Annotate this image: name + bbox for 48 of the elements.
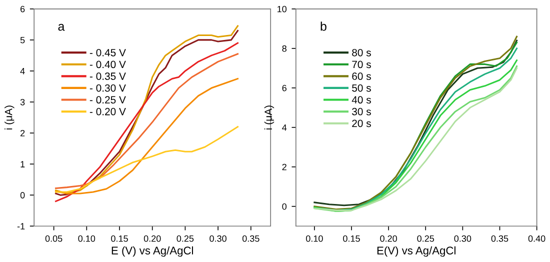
y-tick-label: 2 [20, 130, 25, 136]
x-tick-label: 0.20 [380, 235, 397, 242]
x-tick-label: 0.10 [306, 235, 323, 242]
x-tick-label: 0.05 [45, 235, 62, 242]
y-tick-label: 10 [278, 6, 287, 12]
legend-label: 20 s [352, 120, 371, 128]
y-tick-label: 0 [20, 192, 25, 198]
y-tick-label: 5 [20, 36, 25, 44]
y-tick-label: 4 [282, 124, 287, 131]
y-tick-label: 4 [20, 68, 25, 74]
legend-label: - 0.40 V [90, 60, 126, 68]
legend-label: 70 s [352, 60, 371, 68]
y-tick-label: 0 [282, 203, 287, 210]
y-tick-label: 8 [282, 45, 286, 52]
legend-label: - 0.35 V [90, 72, 126, 80]
y-tick-label: 6 [20, 6, 25, 12]
legend-label: - 0.30 V [90, 84, 126, 92]
annotation: b [320, 22, 326, 31]
y-axis-title: i (μA) [4, 106, 14, 130]
legend-label: 60 s [352, 72, 371, 80]
x-tick-label: 0.35 [242, 235, 260, 242]
legend-label: 50 s [352, 84, 371, 92]
x-tick-label: 0.10 [78, 235, 96, 242]
x-tick-label: 0.30 [210, 235, 226, 242]
line-series [55, 126, 239, 193]
x-tick-label: 0.15 [111, 235, 128, 242]
y-tick-label: -1 [17, 223, 25, 230]
y-tick-label: 3 [20, 98, 25, 106]
legend-label: - 0.20 V [90, 108, 126, 116]
legend-label: - 0.25 V [90, 96, 126, 104]
legend-label: 40 s [352, 96, 371, 104]
legend-label: - 0.45 V [90, 48, 126, 56]
x-tick-label: 0.30 [454, 235, 472, 242]
legend-label: 80 s [352, 48, 371, 56]
x-axis-title: E (V) vs Ag/AgCl [112, 246, 193, 257]
y-tick-label: 2 [282, 164, 286, 170]
x-tick-label: 0.15 [343, 235, 360, 242]
x-tick-label: 0.25 [417, 235, 434, 242]
y-axis-title: i (μA) [264, 106, 274, 130]
x-tick-label: 0.35 [491, 235, 508, 242]
x-tick-label: 0.20 [144, 235, 161, 242]
legend-label: 30 s [352, 108, 371, 116]
y-tick-label: 1 [20, 161, 25, 168]
x-axis-title: E(V) vs Ag/AgCl [377, 246, 456, 257]
annotation: a [58, 24, 65, 31]
x-tick-label: 0.25 [176, 235, 194, 242]
x-tick-label: 0.40 [528, 235, 546, 242]
y-tick-label: 6 [282, 84, 286, 92]
